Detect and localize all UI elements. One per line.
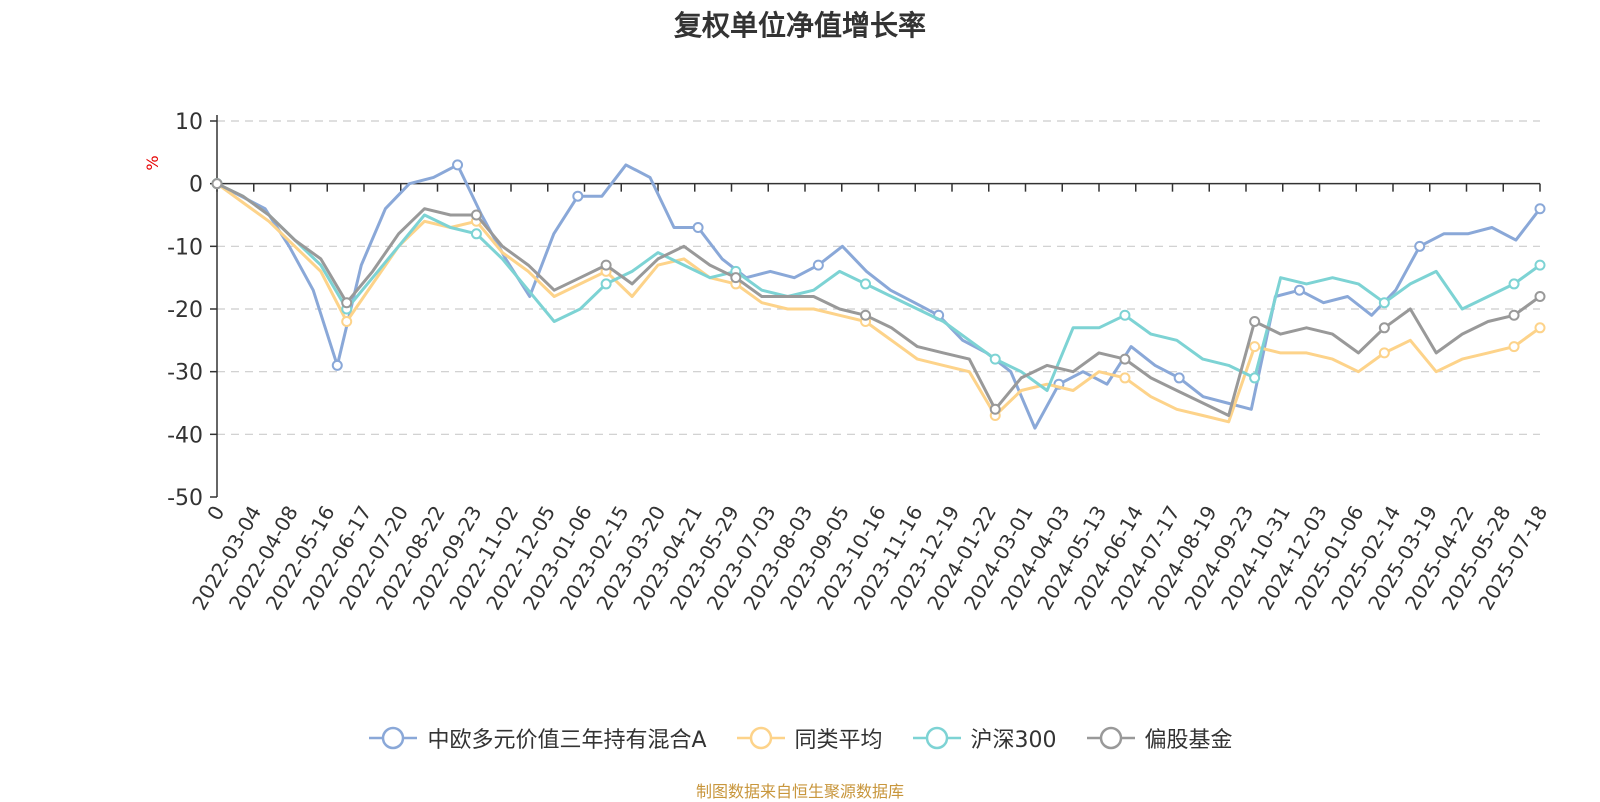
series-line: [216, 163, 1542, 430]
series-point: [1293, 284, 1305, 296]
legend-item[interactable]: 同类平均: [735, 722, 883, 754]
series-point: [1534, 259, 1546, 271]
series-point: [600, 259, 612, 271]
series-point: [730, 272, 742, 284]
series-line: [216, 182, 1541, 424]
y-axis-label: %: [143, 155, 162, 170]
series-point: [860, 309, 872, 321]
legend-swatch-icon: [1086, 726, 1135, 750]
y-tick-label: -40: [167, 423, 203, 448]
series-point: [1414, 240, 1426, 252]
series-point: [600, 278, 612, 290]
legend-item[interactable]: 中欧多元价值三年持有混合A: [367, 722, 707, 754]
series-point: [1378, 347, 1390, 359]
series-point: [341, 297, 353, 309]
y-tick-label: 10: [175, 110, 203, 135]
series-point: [860, 278, 872, 290]
series-point: [989, 403, 1001, 415]
series-point: [1378, 297, 1390, 309]
series-point: [331, 359, 343, 371]
series-point: [1119, 309, 1131, 321]
series-line: [216, 182, 1541, 392]
series-point: [341, 316, 353, 328]
series-point: [1534, 203, 1546, 215]
legend-item[interactable]: 偏股基金: [1085, 722, 1233, 754]
legend-label: 同类平均: [794, 728, 883, 753]
series-point: [211, 178, 223, 190]
source-note: 制图数据来自恒生聚源数据库: [695, 782, 904, 801]
series-line: [216, 182, 1541, 417]
series-point: [572, 190, 584, 202]
series-point: [812, 259, 824, 271]
series-point: [1173, 372, 1185, 384]
series-point: [1534, 290, 1546, 302]
chart-title: 复权单位净值增长率: [673, 9, 926, 42]
series-point: [470, 228, 482, 240]
legend-swatch-icon: [736, 726, 785, 750]
series-point: [1508, 278, 1520, 290]
legend-swatch-icon: [912, 726, 961, 750]
chart-plot: 100-10-20-30-40-50%02022-03-042022-04-08…: [143, 110, 1552, 614]
legend: 中欧多元价值三年持有混合A 同类平均 沪深300 偏股基金: [0, 722, 1600, 754]
legend-item[interactable]: 沪深300: [911, 722, 1057, 754]
legend-label: 沪深300: [970, 728, 1057, 753]
series-point: [692, 222, 704, 234]
legend-swatch-icon: [369, 726, 418, 750]
legend-label: 偏股基金: [1144, 728, 1233, 753]
series-point: [1119, 353, 1131, 365]
series-point: [1249, 341, 1261, 353]
legend-label: 中欧多元价值三年持有混合A: [427, 728, 707, 753]
y-tick-label: 0: [189, 173, 203, 198]
y-tick-label: -20: [167, 298, 203, 323]
y-tick-label: -50: [167, 486, 203, 511]
series-point: [1249, 372, 1261, 384]
x-tick-label: 0: [202, 502, 229, 525]
series-point: [1508, 309, 1520, 321]
series-point: [452, 159, 464, 171]
series-point: [1534, 322, 1546, 334]
series-point: [1508, 341, 1520, 353]
series-point: [470, 209, 482, 221]
series-point: [1378, 322, 1390, 334]
y-tick-label: -10: [167, 235, 203, 260]
series-point: [1119, 372, 1131, 384]
series-point: [989, 353, 1001, 365]
series-point: [1249, 316, 1261, 328]
y-tick-label: -30: [167, 361, 203, 386]
